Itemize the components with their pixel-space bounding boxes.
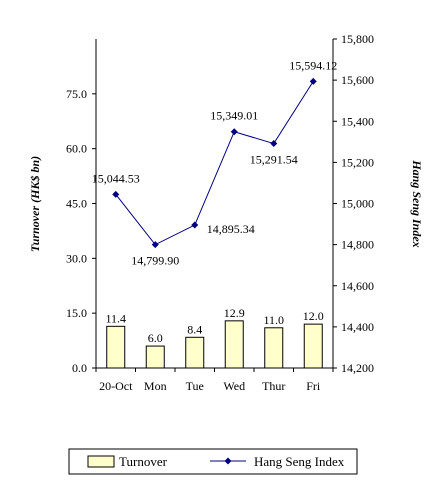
hsi-data-label: 15,291.54	[250, 153, 298, 167]
right-tick-label: 15,800	[341, 32, 374, 46]
hsi-data-label: 15,349.01	[210, 109, 258, 123]
legend-turnover-label: Turnover	[119, 454, 168, 469]
hsi-line: 15,044.53 14,799.90 14,895.34 15,349.01 15,2…	[92, 58, 338, 267]
turnover-bars: 11.4 6.0 8.4 12.9 11.0 12.0	[105, 306, 324, 369]
turnover-bar	[106, 325, 126, 369]
turnover-bar	[264, 327, 284, 369]
hsi-data-label: 14,799.90	[131, 254, 179, 268]
x-category-label: Mon	[144, 379, 167, 393]
hsi-data-label: 14,895.34	[207, 222, 255, 236]
turnover-data-label: 6.0	[148, 331, 163, 345]
turnover-bar	[185, 336, 205, 369]
right-tick-label: 14,800	[341, 238, 374, 252]
left-tick-label: 15.0	[66, 306, 87, 320]
right-tick-label: 14,200	[341, 361, 374, 375]
left-tick-label: 60.0	[66, 142, 87, 156]
axes	[95, 39, 334, 369]
hsi-point	[151, 241, 159, 249]
legend-turnover-swatch	[87, 455, 115, 468]
turnover-bar	[145, 345, 165, 369]
left-tick-label: 75.0	[66, 87, 87, 101]
x-category-label: Thur	[262, 379, 285, 393]
turnover-data-label: 11.4	[105, 311, 126, 325]
left-tick-label: 0.0	[72, 361, 87, 375]
turnover-data-label: 8.4	[187, 322, 202, 336]
right-tick-label: 15,000	[341, 197, 374, 211]
turnover-bar	[303, 323, 323, 369]
hsi-data-label: 15,594.12	[289, 58, 337, 72]
left-tick-label: 30.0	[66, 251, 87, 265]
left-axis-title: Turnover (HK$ bn)	[28, 156, 42, 252]
right-tick-label: 14,400	[341, 320, 374, 334]
x-category-label: Wed	[223, 379, 245, 393]
hsi-point	[191, 221, 199, 229]
right-tick-label: 14,600	[341, 279, 374, 293]
left-tick-label: 45.0	[66, 197, 87, 211]
hsi-point	[270, 140, 278, 148]
legend-hsi-marker	[224, 457, 232, 465]
turnover-data-label: 12.9	[224, 306, 245, 320]
legend: Turnover Hang Seng Index	[68, 448, 358, 475]
right-axis-title: Hang Seng Index	[410, 159, 424, 247]
turnover-data-label: 12.0	[303, 309, 324, 323]
right-tick-label: 15,400	[341, 114, 374, 128]
x-category-label: Tue	[186, 379, 204, 393]
hsi-data-label: 15,044.53	[92, 171, 140, 185]
hsi-point	[230, 128, 238, 136]
right-tick-label: 15,200	[341, 155, 374, 169]
right-axis-ticks: 14,200 14,400 14,600 14,800 15,000 15,200 15,4…	[333, 32, 374, 375]
x-category-label: 20-Oct	[99, 379, 133, 393]
hsi-point	[309, 77, 317, 85]
right-tick-label: 15,600	[341, 73, 374, 87]
category-labels: 20-Oct Mon Tue Wed Thur Fri	[95, 368, 334, 393]
left-axis-ticks: 0.0 15.0 30.0 45.0 60.0 75.0	[66, 87, 96, 375]
hsi-point	[112, 190, 120, 198]
turnover-bar	[224, 320, 244, 369]
legend-hsi-label: Hang Seng Index	[254, 454, 345, 469]
hsi-line-path	[115, 81, 314, 246]
x-category-label: Fri	[306, 379, 321, 393]
turnover-data-label: 11.0	[263, 313, 284, 327]
